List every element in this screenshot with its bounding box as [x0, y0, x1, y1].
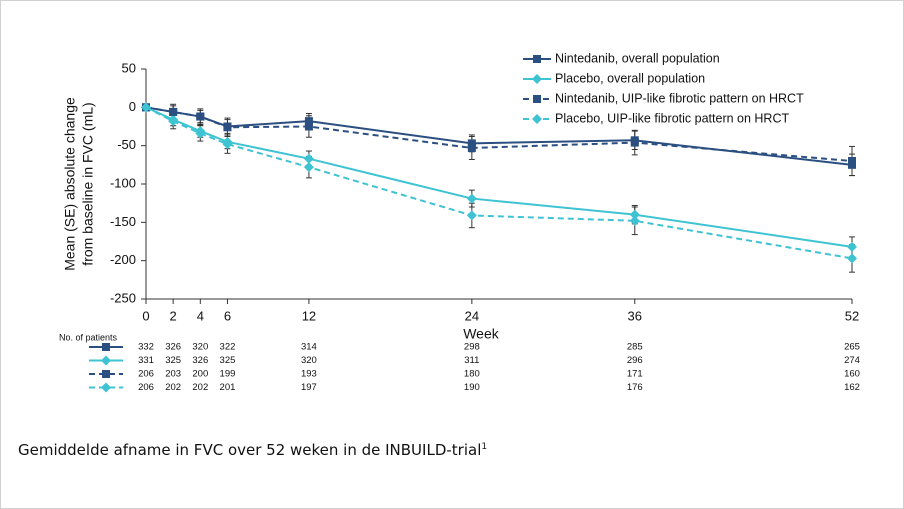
y-axis-label: Mean (SE) absolute change: [62, 97, 78, 271]
patient-count: 314: [301, 342, 317, 353]
legend-marker: [532, 74, 542, 84]
patient-count: 298: [464, 342, 480, 353]
legend-label: Nintedanib, overall population: [555, 51, 720, 65]
data-point: [467, 143, 476, 152]
table-legend-marker: [101, 355, 111, 366]
x-axis-label: Week: [463, 326, 500, 342]
x-tick-label: 24: [465, 308, 479, 323]
patient-count: 200: [192, 369, 208, 380]
x-tick-label: 52: [845, 308, 859, 323]
data-point: [848, 157, 856, 165]
x-tick-label: 0: [142, 308, 149, 323]
patient-count: 320: [301, 355, 317, 366]
patient-count: 326: [192, 355, 208, 366]
y-tick-label: -200: [110, 252, 136, 267]
data-point: [466, 210, 477, 221]
data-point: [168, 116, 179, 127]
y-tick-label: -250: [110, 290, 136, 305]
table-legend-marker: [102, 343, 110, 351]
patient-count: 326: [165, 342, 181, 353]
patient-count: 320: [192, 342, 208, 353]
patient-count: 202: [165, 382, 181, 393]
legend-label: Nintedanib, UIP-like fibrotic pattern on…: [555, 91, 804, 105]
patient-count: 322: [220, 342, 236, 353]
legend-label: Placebo, UIP-like fibrotic pattern on HR…: [555, 111, 789, 125]
legend-marker: [533, 95, 541, 103]
caption: Gemiddelde afname in FVC over 52 weken i…: [18, 441, 487, 459]
patient-count: 206: [138, 382, 154, 393]
y-tick-label: -150: [110, 214, 136, 229]
patient-count: 325: [165, 355, 181, 366]
data-point: [629, 209, 640, 220]
data-point: [847, 241, 857, 252]
patient-count: 160: [844, 369, 860, 380]
patient-count: 311: [464, 355, 479, 366]
patients-label: No. of patients: [59, 332, 118, 342]
data-point: [304, 117, 313, 126]
y-tick-label: 0: [129, 99, 136, 114]
y-tick-label: -100: [110, 175, 136, 190]
data-point: [304, 122, 313, 131]
x-tick-label: 4: [197, 308, 204, 323]
x-tick-label: 12: [302, 308, 316, 323]
series-line: [145, 106, 853, 248]
legend-label: Placebo, overall population: [555, 71, 705, 85]
y-tick-label: 50: [122, 60, 136, 75]
patient-count: 265: [844, 342, 860, 353]
data-point: [195, 128, 206, 139]
data-point: [629, 215, 640, 226]
patient-count: 176: [627, 382, 643, 393]
patient-count: 331: [138, 355, 154, 366]
data-point: [196, 112, 205, 121]
patient-count: 190: [464, 382, 480, 393]
table-legend-marker: [101, 382, 111, 393]
table-legend-marker: [102, 370, 110, 378]
x-tick-label: 6: [224, 308, 231, 323]
patient-count: 325: [220, 355, 236, 366]
caption-text: Gemiddelde afname in FVC over 52 weken i…: [18, 441, 482, 459]
patient-count: 162: [844, 382, 860, 393]
y-axis-label: from baseline in FVC (mL): [80, 102, 96, 265]
data-point: [847, 253, 857, 264]
series-line: [145, 106, 853, 260]
patient-count: 332: [138, 342, 154, 353]
patient-count: 206: [138, 369, 154, 380]
caption-superscript: 1: [481, 442, 488, 452]
data-point: [303, 162, 314, 173]
data-point: [141, 102, 151, 113]
data-point: [630, 138, 639, 147]
patient-count: 201: [220, 382, 236, 393]
data-point: [467, 139, 476, 148]
patient-count: 203: [165, 369, 181, 380]
patient-count: 193: [301, 369, 317, 380]
patient-count: 171: [627, 369, 643, 380]
series-line: [145, 106, 853, 162]
patient-count: 197: [301, 382, 317, 393]
patient-count: 274: [844, 355, 860, 366]
data-point: [303, 153, 314, 164]
x-tick-label: 36: [628, 308, 642, 323]
data-point: [222, 139, 233, 150]
data-point: [169, 107, 178, 116]
data-point: [223, 123, 232, 132]
legend-marker: [532, 114, 542, 124]
x-tick-label: 2: [170, 308, 177, 323]
y-tick-label: -50: [117, 137, 136, 152]
patient-count: 199: [220, 369, 236, 380]
patient-count: 202: [192, 382, 208, 393]
legend-marker: [533, 55, 541, 63]
data-point: [466, 193, 477, 204]
patient-count: 296: [627, 355, 643, 366]
patient-count: 285: [627, 342, 643, 353]
patient-count: 180: [464, 369, 480, 380]
